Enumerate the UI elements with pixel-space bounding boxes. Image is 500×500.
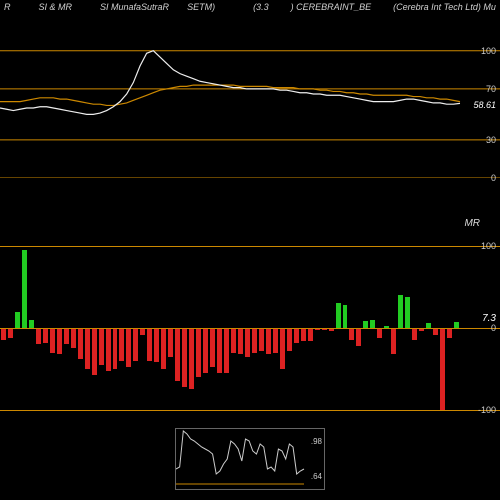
- mr-bar: [161, 328, 166, 369]
- mr-bar: [71, 328, 76, 348]
- axis-label: 100: [481, 241, 496, 251]
- mr-bar: [168, 328, 173, 357]
- mr-bar: [57, 328, 62, 354]
- mr-bar: [175, 328, 180, 381]
- mr-bar: [92, 328, 97, 375]
- mini-label-top: .98: [311, 437, 322, 446]
- mr-bar: [154, 328, 159, 362]
- mr-bar: [8, 328, 13, 338]
- mr-bar: [412, 328, 417, 340]
- axis-label: 0: [491, 173, 496, 183]
- mr-bar: [259, 328, 264, 351]
- mr-bar: [440, 328, 445, 410]
- rsi-lines: [0, 38, 500, 178]
- mr-bar: [336, 303, 341, 328]
- mr-bar: [370, 320, 375, 328]
- mr-bar: [245, 328, 250, 357]
- mr-bar: [356, 328, 361, 346]
- mr-bar: [266, 328, 271, 354]
- mr-bar: [280, 328, 285, 369]
- mr-bar: [203, 328, 208, 373]
- mr-bar: [349, 328, 354, 340]
- mr-bar: [301, 328, 306, 341]
- mr-bar: [398, 295, 403, 328]
- hdr-1: SI & MR: [39, 2, 73, 12]
- mr-bar: [29, 320, 34, 328]
- mr-bar: [217, 328, 222, 373]
- mr-label: MR: [464, 218, 480, 229]
- mr-bar: [447, 328, 452, 338]
- mr-bar: [308, 328, 313, 341]
- mr-bar: [50, 328, 55, 353]
- mr-bar: [231, 328, 236, 353]
- rsi-chart: 58.61: [0, 38, 500, 178]
- mr-bar: [78, 328, 83, 359]
- mr-bar: [189, 328, 194, 389]
- mr-bar: [273, 328, 278, 353]
- axis-label: 30: [486, 135, 496, 145]
- mini-label-bottom: .64: [311, 472, 322, 481]
- mr-bar: [287, 328, 292, 351]
- mr-bar: [43, 328, 48, 343]
- mr-bar: [182, 328, 187, 387]
- mr-bar: [119, 328, 124, 361]
- axis-label: -100: [478, 405, 496, 415]
- mr-bar: [224, 328, 229, 373]
- hdr-0: R: [4, 2, 11, 12]
- mr-bar: [106, 328, 111, 371]
- mr-bar: [126, 328, 131, 367]
- mr-bar: [343, 305, 348, 328]
- mr-bar: [36, 328, 41, 344]
- mr-bar: [1, 328, 6, 340]
- mr-bar: [113, 328, 118, 369]
- hdr-2: SI MunafaSutraR: [100, 2, 169, 12]
- mr-bar: [22, 250, 27, 328]
- mr-bar: [196, 328, 201, 377]
- mr-bar: [391, 328, 396, 354]
- hdr-3: SETM): [187, 2, 215, 12]
- hdr-5: ) CEREBRAINT_BE: [291, 2, 372, 12]
- mr-bar: [99, 328, 104, 365]
- mini-line: [176, 429, 324, 489]
- mr-chart: 7.3: [0, 238, 500, 418]
- mini-chart: .98 .64: [175, 428, 325, 490]
- mr-bar: [238, 328, 243, 354]
- mr-bar: [210, 328, 215, 367]
- chart-header: R SI & MR SI MunafaSutraR SETM) (3.3 ) C…: [0, 0, 500, 14]
- rsi-current-value: 58.61: [473, 100, 496, 110]
- mr-bar: [64, 328, 69, 344]
- axis-label: 70: [486, 84, 496, 94]
- mr-bar: [252, 328, 257, 353]
- mr-bar: [133, 328, 138, 361]
- mr-bar: [85, 328, 90, 369]
- hdr-4: (3.3: [253, 2, 269, 12]
- hdr-6: (Cerebra Int Tech Ltd) Mu: [393, 2, 496, 12]
- mr-bar: [363, 321, 368, 328]
- axis-label: 0: [491, 323, 496, 333]
- mr-bar: [377, 328, 382, 338]
- mr-bar: [15, 312, 20, 328]
- mr-bar: [294, 328, 299, 343]
- mr-bar: [147, 328, 152, 361]
- mr-bar: [405, 297, 410, 328]
- axis-label: 100: [481, 46, 496, 56]
